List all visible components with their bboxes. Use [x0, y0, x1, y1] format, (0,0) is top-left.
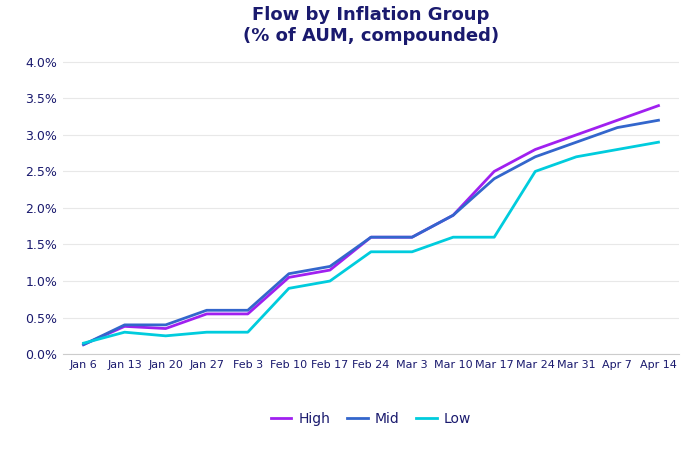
High — [449, 212, 457, 218]
Low — [244, 330, 252, 335]
Mid — [408, 234, 416, 240]
Low — [572, 154, 580, 159]
High — [654, 103, 663, 109]
Low — [449, 234, 457, 240]
High — [162, 326, 170, 331]
Mid — [326, 264, 334, 269]
Mid — [202, 307, 211, 313]
Low — [490, 234, 498, 240]
Low — [162, 333, 170, 339]
Mid — [367, 234, 375, 240]
High — [531, 147, 540, 152]
High — [326, 267, 334, 273]
Low — [285, 286, 293, 291]
Mid — [244, 307, 252, 313]
High — [285, 275, 293, 280]
Line: Mid: Mid — [83, 120, 659, 345]
Line: High: High — [83, 106, 659, 345]
Legend: High, Mid, Low: High, Mid, Low — [265, 406, 477, 431]
High — [202, 311, 211, 316]
Mid — [572, 139, 580, 145]
Mid — [285, 271, 293, 276]
Low — [654, 139, 663, 145]
Line: Low: Low — [83, 142, 659, 343]
High — [120, 324, 129, 329]
Low — [531, 169, 540, 174]
Mid — [613, 125, 622, 130]
High — [367, 234, 375, 240]
Low — [79, 340, 88, 346]
Low — [408, 249, 416, 255]
High — [244, 311, 252, 316]
Mid — [449, 212, 457, 218]
High — [490, 169, 498, 174]
Mid — [531, 154, 540, 159]
Mid — [162, 322, 170, 328]
High — [572, 132, 580, 138]
Mid — [490, 176, 498, 182]
Low — [613, 147, 622, 152]
Mid — [79, 342, 88, 347]
Title: Flow by Inflation Group
(% of AUM, compounded): Flow by Inflation Group (% of AUM, compo… — [243, 6, 499, 44]
Low — [326, 278, 334, 284]
Mid — [120, 322, 129, 328]
Mid — [654, 118, 663, 123]
Low — [202, 330, 211, 335]
High — [613, 118, 622, 123]
High — [79, 342, 88, 347]
High — [408, 234, 416, 240]
Low — [120, 330, 129, 335]
Low — [367, 249, 375, 255]
